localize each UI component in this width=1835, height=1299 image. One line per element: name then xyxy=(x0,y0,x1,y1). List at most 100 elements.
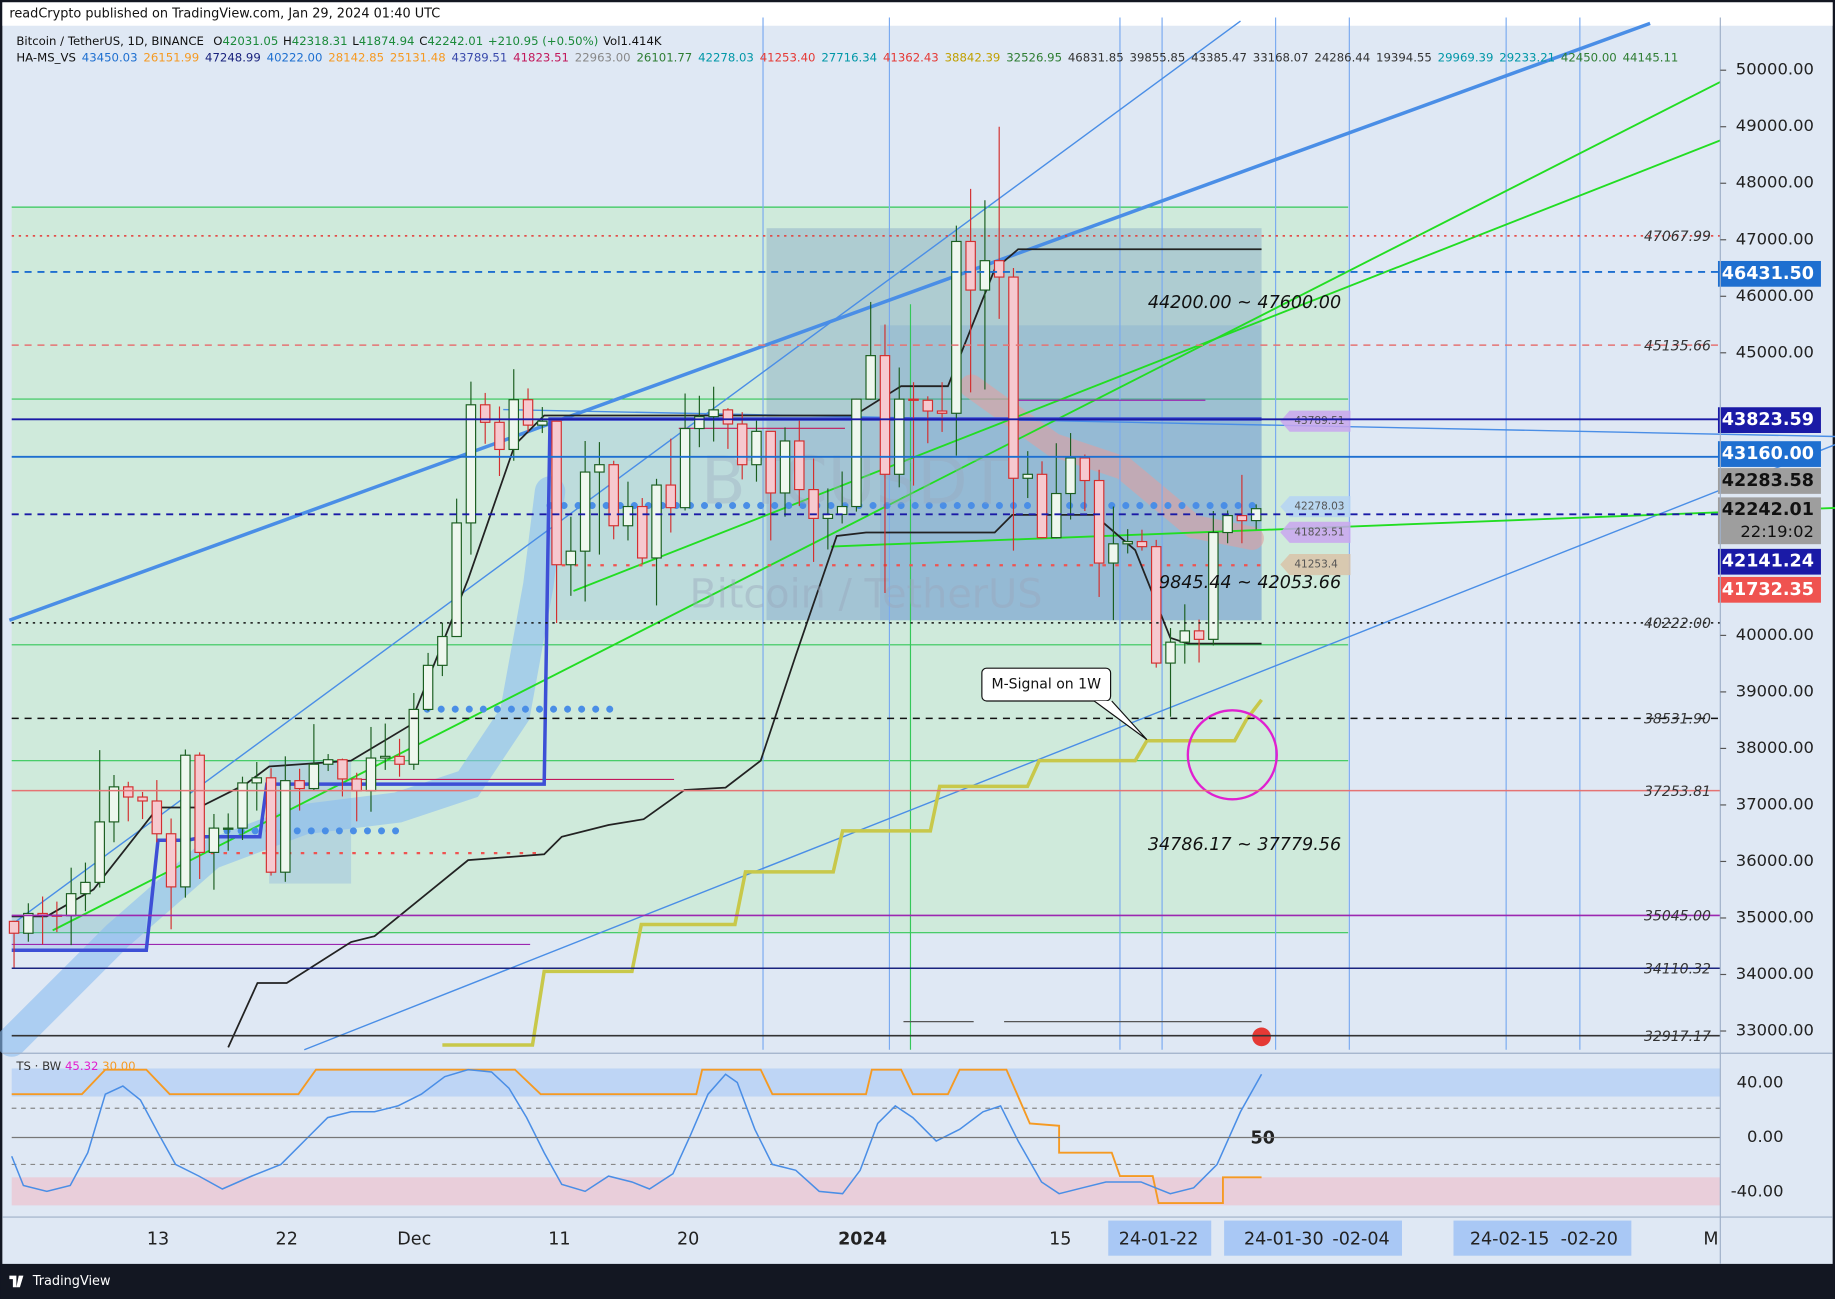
indicator-line: HA-MS_VS 43450.03 26151.99 47248.99 40222.00… xyxy=(16,50,1678,64)
ma-band xyxy=(0,476,566,1057)
price-pill xyxy=(1280,554,1351,576)
candle-body xyxy=(422,664,434,711)
candle-body xyxy=(465,404,477,524)
callout-text: M-Signal on 1W xyxy=(991,677,1101,693)
candle-body xyxy=(722,409,734,425)
candle-body xyxy=(522,399,534,426)
trend-line xyxy=(573,139,1721,592)
candle-body xyxy=(1179,630,1191,643)
y-tick-label: 50000.00 xyxy=(1736,60,1814,79)
step-line xyxy=(227,514,1262,1048)
levels: 47067.99 45135.66 40222.00 38531.90 37253.81… xyxy=(11,229,1821,1045)
price-badge-label: 41732.35 xyxy=(1722,580,1814,600)
range-label: 34786.17 ~ 37779.56 xyxy=(1148,835,1341,855)
indicator-value: 41362.43 xyxy=(883,50,939,64)
candle-body xyxy=(394,755,405,765)
x-tick-label: 2024 xyxy=(838,1229,887,1249)
price-badge-label: 42242.01 xyxy=(1722,500,1814,520)
ohlc-value: 42242.01 xyxy=(427,33,483,47)
trend-line xyxy=(8,21,1651,622)
candle-body xyxy=(1093,479,1105,564)
candle-body xyxy=(608,464,619,527)
publish-bar xyxy=(2,2,1833,26)
level-label: 32917.17 xyxy=(1644,1029,1711,1045)
indicator-value: 41253.40 xyxy=(760,50,816,64)
candle-body xyxy=(94,821,105,883)
y-tick-label: 45000.00 xyxy=(1736,342,1814,361)
candle-body xyxy=(936,410,948,414)
price-badge xyxy=(1717,407,1821,433)
candle-body xyxy=(237,782,248,829)
indicator-value: 39855.85 xyxy=(1130,50,1186,64)
candle-body xyxy=(679,427,691,509)
candle-body xyxy=(280,780,291,873)
symbol-line: Bitcoin / TetherUS, 1D, BINANCE O42031.05… xyxy=(16,33,662,47)
price-badge-label: 42283.58 xyxy=(1722,471,1814,491)
candle-body xyxy=(408,708,420,765)
x-tick-label: M xyxy=(1703,1229,1718,1249)
ohlc-value: 42031.05 xyxy=(223,33,279,47)
callout-box xyxy=(981,667,1112,702)
level-label: 45135.66 xyxy=(1644,338,1711,354)
price-pill-label: 43789.51 xyxy=(1294,415,1344,427)
price-pill-label: 41823.51 xyxy=(1294,526,1344,538)
ohlc-key: O xyxy=(213,33,222,47)
range-box xyxy=(550,418,1262,621)
y-tick-label: 38000.00 xyxy=(1736,738,1814,757)
candle-body xyxy=(123,786,134,798)
candle-body xyxy=(80,881,91,895)
osc-tick-label: 0.00 xyxy=(1747,1127,1783,1146)
level-label: 38531.90 xyxy=(1644,712,1711,728)
candle-body xyxy=(479,404,491,423)
y-tick-label: 48000.00 xyxy=(1736,173,1814,192)
price-badge-label: 46431.50 xyxy=(1722,264,1814,284)
candle-body xyxy=(808,488,819,519)
level-label: 40222.00 xyxy=(1644,616,1711,632)
date-highlight xyxy=(1224,1220,1402,1256)
ohlc-key: C xyxy=(419,33,427,47)
date-highlight xyxy=(1108,1220,1212,1256)
candle-body xyxy=(1208,531,1219,640)
candle-body xyxy=(751,430,762,466)
x-tick-label: 24-02-15 xyxy=(1470,1229,1550,1249)
candle-body xyxy=(180,754,191,888)
candle-body xyxy=(551,420,562,566)
candle-body xyxy=(165,833,177,888)
candle-body xyxy=(1065,457,1076,495)
candle-body xyxy=(865,355,876,400)
x-tick-label: -02-20 xyxy=(1561,1229,1618,1249)
price-pill-label: 41253.4 xyxy=(1294,559,1338,571)
indicator-value: 29969.39 xyxy=(1438,50,1494,64)
x-tick-label: Dec xyxy=(397,1229,431,1249)
candle-body xyxy=(922,399,934,412)
candle-body xyxy=(636,505,648,559)
x-tick-label: 20 xyxy=(677,1229,699,1249)
candle-body xyxy=(794,440,805,491)
level-label: 47067.99 xyxy=(1644,229,1711,245)
volume: Vol1.414K xyxy=(603,33,662,47)
ohlc-value: 42318.31 xyxy=(292,33,348,47)
m-signal-1w xyxy=(442,698,1263,1047)
price-badge-label: 42141.24 xyxy=(1722,552,1814,572)
level-label: 35045.00 xyxy=(1644,909,1711,925)
osc-signal xyxy=(11,1068,1262,1204)
price-badge xyxy=(1717,468,1821,494)
candle-body xyxy=(137,796,148,802)
candle-body xyxy=(565,550,577,566)
candle-body xyxy=(351,778,362,792)
x-tick-label: 24-01-30 xyxy=(1244,1229,1324,1249)
price-badge-label: 43823.59 xyxy=(1722,410,1814,430)
trend-line xyxy=(11,20,1241,926)
ohlc-key: L xyxy=(352,33,359,47)
candle-body xyxy=(494,421,505,451)
candle-body xyxy=(736,423,748,466)
level-label: 37253.81 xyxy=(1644,784,1711,800)
indicator-value: 41823.51 xyxy=(513,50,569,64)
y-tick-label: 37000.00 xyxy=(1736,794,1814,813)
candle-body xyxy=(1193,630,1205,640)
candle-body xyxy=(665,484,677,509)
candle-body xyxy=(779,440,791,494)
indicator-value: 43385.47 xyxy=(1191,50,1247,64)
candle-body xyxy=(1236,514,1248,522)
indicator-value: 29233.21 xyxy=(1499,50,1555,64)
